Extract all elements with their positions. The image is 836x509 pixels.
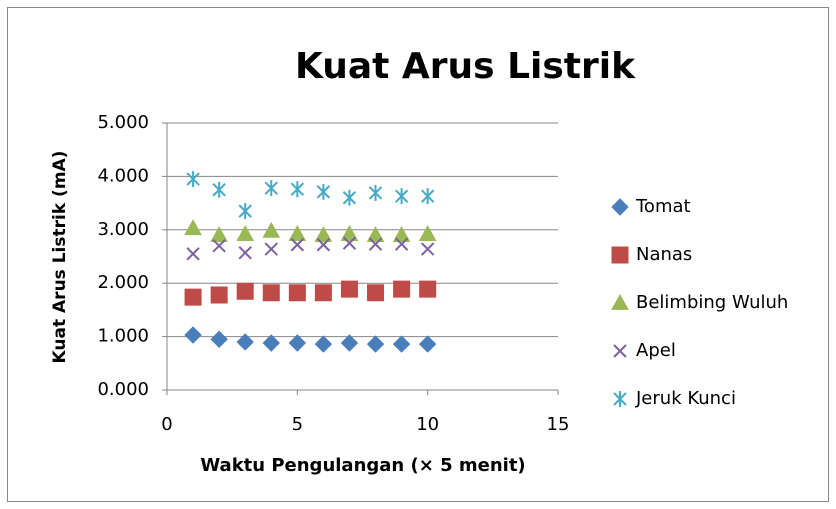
point xyxy=(393,280,411,298)
legend-marker xyxy=(611,198,629,216)
point xyxy=(368,237,383,251)
legend-label: Apel xyxy=(636,340,676,361)
point xyxy=(366,226,385,243)
legend-label: Belimbing Wuluh xyxy=(636,292,788,313)
point xyxy=(367,284,385,302)
point xyxy=(342,189,357,206)
point xyxy=(394,188,409,205)
point xyxy=(316,183,331,200)
point xyxy=(238,203,252,220)
point xyxy=(186,171,200,188)
y-axis-title: Kuat Arus Listrik (mA) xyxy=(50,151,70,364)
legend-marker xyxy=(613,391,627,407)
point xyxy=(314,226,333,243)
point xyxy=(288,225,307,241)
x-axis-title: Waktu Pengulangan (× 5 menit) xyxy=(200,455,525,476)
point xyxy=(394,237,409,251)
point xyxy=(236,225,255,241)
x-tick-label: 10 xyxy=(416,414,439,435)
point xyxy=(236,282,254,300)
point xyxy=(288,284,306,302)
x-tick-label: 5 xyxy=(292,414,303,435)
point xyxy=(238,246,252,260)
point xyxy=(262,221,281,238)
point xyxy=(264,180,278,197)
point xyxy=(212,239,226,253)
point xyxy=(420,188,435,205)
legend-marker xyxy=(611,246,629,264)
legend-marker xyxy=(611,293,629,310)
point xyxy=(236,333,254,351)
point xyxy=(290,238,305,252)
legend-label: Tomat xyxy=(635,196,691,217)
point xyxy=(186,247,200,261)
legend-marker xyxy=(613,344,627,358)
point xyxy=(288,334,307,352)
point xyxy=(418,225,437,241)
point xyxy=(342,236,357,250)
point xyxy=(212,181,226,198)
point xyxy=(290,181,305,198)
point xyxy=(392,335,411,353)
point xyxy=(314,284,332,302)
chart-title: Kuat Arus Listrik xyxy=(295,46,636,87)
y-tick-label: 4.000 xyxy=(97,165,149,186)
point xyxy=(184,288,202,306)
x-tick-label: 15 xyxy=(547,414,570,435)
point xyxy=(366,335,385,353)
point xyxy=(314,335,333,353)
x-tick-label: 0 xyxy=(161,414,172,435)
point xyxy=(392,226,411,243)
point xyxy=(210,330,228,348)
point xyxy=(184,326,202,344)
point xyxy=(210,226,228,243)
point xyxy=(420,242,435,256)
legend-label: Nanas xyxy=(636,244,692,265)
y-tick-label: 2.000 xyxy=(97,272,149,293)
point xyxy=(368,184,383,201)
y-tick-label: 5.000 xyxy=(97,112,149,133)
point xyxy=(340,225,359,241)
point xyxy=(262,284,280,302)
point xyxy=(316,238,331,252)
point xyxy=(419,280,437,298)
y-tick-label: 3.000 xyxy=(97,219,149,240)
point xyxy=(264,242,278,256)
point xyxy=(262,334,280,352)
chart-border xyxy=(7,7,829,502)
legend-label: Jeruk Kunci xyxy=(635,388,736,409)
point xyxy=(340,334,359,352)
point xyxy=(418,335,437,353)
point xyxy=(184,219,202,236)
y-tick-label: 0.000 xyxy=(97,379,149,400)
point xyxy=(340,280,358,298)
y-tick-label: 1.000 xyxy=(97,326,149,347)
point xyxy=(210,286,228,304)
